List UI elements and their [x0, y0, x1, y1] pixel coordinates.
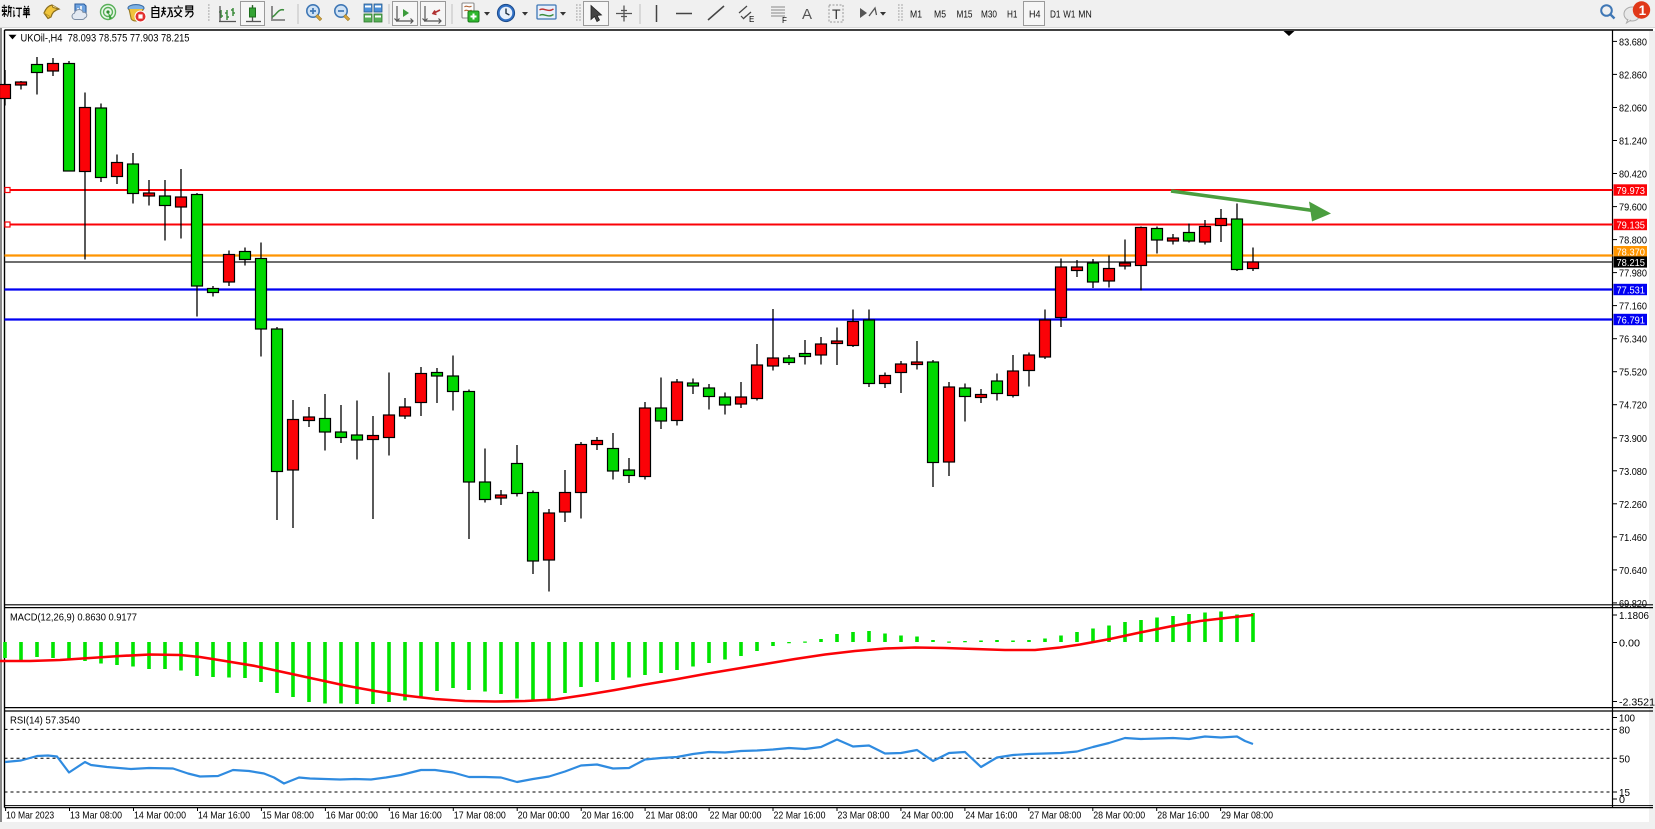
svg-text:100: 100: [1619, 713, 1635, 725]
svg-text:71.460: 71.460: [1619, 532, 1647, 544]
svg-text:T: T: [832, 6, 841, 22]
svg-text:E: E: [749, 15, 754, 24]
svg-text:29 Mar 08:00: 29 Mar 08:00: [1221, 810, 1273, 822]
svg-text:MN: MN: [1078, 9, 1092, 21]
svg-text:15 Mar 08:00: 15 Mar 08:00: [262, 810, 314, 822]
svg-text:80: 80: [1619, 724, 1630, 736]
svg-text:80.420: 80.420: [1619, 169, 1647, 181]
svg-text:27 Mar 08:00: 27 Mar 08:00: [1029, 810, 1081, 822]
svg-text:77.531: 77.531: [1617, 285, 1646, 297]
svg-text:H4: H4: [1029, 9, 1041, 21]
svg-text:15: 15: [1619, 787, 1630, 799]
svg-text:22 Mar 00:00: 22 Mar 00:00: [710, 810, 762, 822]
svg-text:24 Mar 00:00: 24 Mar 00:00: [901, 810, 953, 822]
svg-text:W1: W1: [1063, 9, 1075, 21]
svg-text:76.791: 76.791: [1617, 315, 1646, 327]
svg-text:24 Mar 16:00: 24 Mar 16:00: [965, 810, 1017, 822]
svg-text:M15: M15: [957, 9, 973, 21]
svg-text:1: 1: [1639, 3, 1647, 18]
svg-text:20 Mar 16:00: 20 Mar 16:00: [582, 810, 634, 822]
svg-text:23 Mar 08:00: 23 Mar 08:00: [838, 810, 890, 822]
svg-text:F: F: [782, 16, 787, 25]
svg-text:79.135: 79.135: [1617, 220, 1646, 232]
svg-text:H1: H1: [1007, 9, 1018, 21]
svg-text:20 Mar 00:00: 20 Mar 00:00: [518, 810, 570, 822]
svg-text:16 Mar 16:00: 16 Mar 16:00: [390, 810, 442, 822]
svg-text:D1: D1: [1050, 9, 1061, 21]
svg-text:13 Mar 08:00: 13 Mar 08:00: [70, 810, 122, 822]
svg-text:0.00: 0.00: [1619, 638, 1640, 650]
svg-text:A: A: [802, 6, 812, 23]
svg-text:79.600: 79.600: [1619, 202, 1647, 214]
svg-text:14 Mar 00:00: 14 Mar 00:00: [134, 810, 186, 822]
svg-text:21 Mar 08:00: 21 Mar 08:00: [646, 810, 698, 822]
svg-text:UKOil-,H4 78.093 78.575 77.90: UKOil-,H4 78.093 78.575 77.903 78.215: [21, 33, 190, 45]
svg-text:82.860: 82.860: [1619, 69, 1647, 81]
svg-text:0: 0: [1619, 794, 1625, 806]
svg-text:74.720: 74.720: [1619, 400, 1647, 412]
svg-text:10 Mar 2023: 10 Mar 2023: [6, 810, 54, 822]
svg-text:75.520: 75.520: [1619, 367, 1647, 379]
svg-text:77.980: 77.980: [1619, 268, 1647, 280]
svg-text:77.160: 77.160: [1619, 301, 1647, 313]
svg-text:82.060: 82.060: [1619, 103, 1647, 115]
svg-text:81.240: 81.240: [1619, 136, 1647, 148]
svg-text:76.340: 76.340: [1619, 334, 1647, 346]
svg-text:28 Mar 16:00: 28 Mar 16:00: [1157, 810, 1209, 822]
svg-text:69.820: 69.820: [1619, 598, 1647, 610]
svg-text:MACD(12,26,9) 0.8630 0.9177: MACD(12,26,9) 0.8630 0.9177: [10, 612, 137, 624]
svg-text:73.900: 73.900: [1619, 433, 1647, 445]
svg-text:M5: M5: [934, 9, 946, 21]
svg-text:16 Mar 00:00: 16 Mar 00:00: [326, 810, 378, 822]
svg-text:70.640: 70.640: [1619, 565, 1647, 577]
svg-text:72.260: 72.260: [1619, 499, 1647, 511]
svg-text:78.215: 78.215: [1617, 257, 1646, 269]
svg-text:83.680: 83.680: [1619, 36, 1647, 48]
svg-text:78.800: 78.800: [1619, 235, 1647, 247]
svg-text:M1: M1: [910, 9, 922, 21]
svg-text:73.080: 73.080: [1619, 466, 1647, 478]
svg-text:78.370: 78.370: [1617, 247, 1646, 259]
svg-text:50: 50: [1619, 753, 1630, 765]
svg-text:RSI(14) 57.3540: RSI(14) 57.3540: [10, 715, 80, 727]
svg-text:17 Mar 08:00: 17 Mar 08:00: [454, 810, 506, 822]
svg-text:1.1806: 1.1806: [1619, 610, 1649, 622]
svg-text:-2.3521: -2.3521: [1619, 697, 1655, 709]
svg-text:22 Mar 16:00: 22 Mar 16:00: [774, 810, 826, 822]
svg-text:79.973: 79.973: [1617, 185, 1646, 197]
svg-text:28 Mar 00:00: 28 Mar 00:00: [1093, 810, 1145, 822]
svg-text:14 Mar 16:00: 14 Mar 16:00: [198, 810, 250, 822]
svg-text:M30: M30: [981, 9, 997, 21]
